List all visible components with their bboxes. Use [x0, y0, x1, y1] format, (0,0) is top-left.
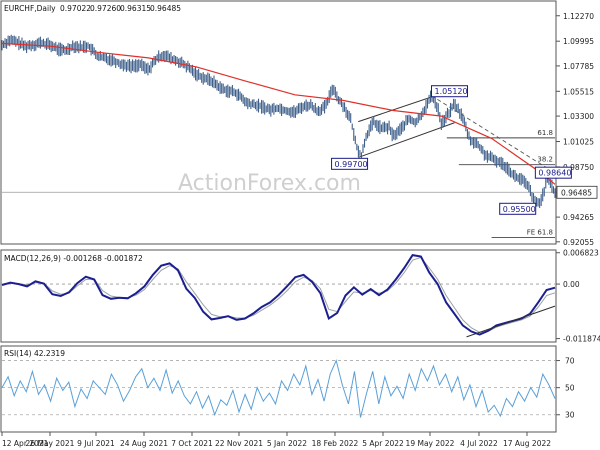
ohlc-low: 0.96315 [120, 4, 151, 13]
price-tick-label: 1.09995 [563, 37, 594, 46]
macd-panel-title: MACD(12,26,9) -0.001268 -0.001872 [4, 254, 143, 263]
date-tick-label: 26 May 2021 [26, 439, 75, 448]
macd-panel: MACD(12,26,9) -0.001268 -0.001872 0.0068… [0, 249, 600, 344]
price-tick-label: 1.03300 [563, 112, 594, 121]
price-tick-label: 0.94265 [563, 213, 594, 222]
fib-level-label: 61.8 [537, 129, 553, 137]
macd-tick-label: 0.006823 [563, 249, 599, 258]
rsi-series [1, 358, 556, 418]
price-tick-label: 1.01025 [563, 138, 594, 147]
price-annotation-box [534, 166, 572, 179]
price-tick-label: 1.05515 [563, 87, 594, 96]
rsi-panel: RSI(14) 42.2319 70 50 30 [0, 345, 575, 433]
watermark: ActionForex.com [178, 171, 361, 196]
price-annotation-label: 0.95500 [503, 205, 536, 214]
rsi-axis: 70 50 30 [2, 357, 575, 420]
price-annotation-box [331, 157, 369, 170]
macd-line [1, 254, 556, 336]
rsi-panel-title: RSI(14) 42.2319 [4, 349, 65, 358]
date-tick-label: 4 Jul 2022 [460, 439, 498, 448]
price-annotation-label: 1.05120 [435, 87, 468, 96]
ohlc-close: 0.96485 [150, 4, 181, 13]
current-price-box [556, 185, 598, 199]
price-axis: 1.12270 1.09995 1.07785 1.05515 1.03300 1.010… [556, 12, 598, 247]
price-panel: EURCHF,Daily 0.97022 0.97260 0.96315 0.9… [0, 0, 598, 247]
rsi-tick-label: 30 [565, 411, 575, 420]
date-tick-label: 7 Oct 2021 [171, 439, 213, 448]
date-tick-label: 18 Feb 2022 [312, 439, 359, 448]
date-tick-label: 5 Jan 2022 [267, 439, 307, 448]
rsi-tick-label: 70 [565, 357, 575, 366]
moving-average-line [1, 42, 556, 185]
macd-series [1, 254, 556, 338]
rsi-tick-label: 50 [565, 384, 575, 393]
price-panel-frame [0, 0, 557, 245]
current-price-label: 0.96485 [561, 188, 592, 197]
date-tick-label: 24 Aug 2021 [120, 439, 168, 448]
price-tick-label: 1.12270 [563, 12, 594, 21]
channel-lower-line [358, 122, 455, 158]
rsi-panel-frame [0, 345, 557, 433]
price-tick-label: 0.98750 [563, 163, 594, 172]
ohlc-high: 0.97260 [90, 4, 121, 13]
price-annotation-label: 0.99700 [335, 160, 368, 169]
macd-axis: 0.006823 0.00 -0.011874 [556, 249, 600, 344]
macd-trendline [466, 305, 556, 338]
ohlc-open: 0.97022 [60, 4, 91, 13]
date-tick-label: 17 Aug 2022 [503, 439, 551, 448]
price-annotation-box [431, 85, 469, 98]
macd-panel-frame [0, 249, 557, 343]
fib-level-label: FE 61.8 [527, 228, 553, 236]
price-series [1, 34, 556, 208]
date-tick-label: 12 Apr 2021 [2, 439, 49, 448]
price-panel-title: EURCHF,Daily [4, 4, 56, 13]
price-tick-label: 0.92055 [563, 238, 594, 247]
date-tick-label: 19 May 2022 [406, 439, 455, 448]
date-tick-label: 9 Jul 2021 [77, 439, 115, 448]
date-tick-label: 22 Nov 2021 [215, 439, 263, 448]
price-tick-label: 1.07785 [563, 62, 594, 71]
date-tick-label: 5 Apr 2022 [362, 439, 404, 448]
macd-tick-label: 0.00 [563, 280, 580, 289]
fib-level-label: 38.2 [537, 156, 553, 164]
fibonacci-levels: 61.8 38.2 FE 61.8 [446, 129, 555, 238]
macd-tick-label: -0.011874 [563, 335, 600, 344]
price-annotation-box [499, 202, 537, 215]
price-annotations: 0.99700 1.05120 0.98640 0.95500 [331, 85, 572, 215]
price-annotation-label: 0.98640 [538, 169, 571, 178]
rsi-line [1, 358, 556, 418]
